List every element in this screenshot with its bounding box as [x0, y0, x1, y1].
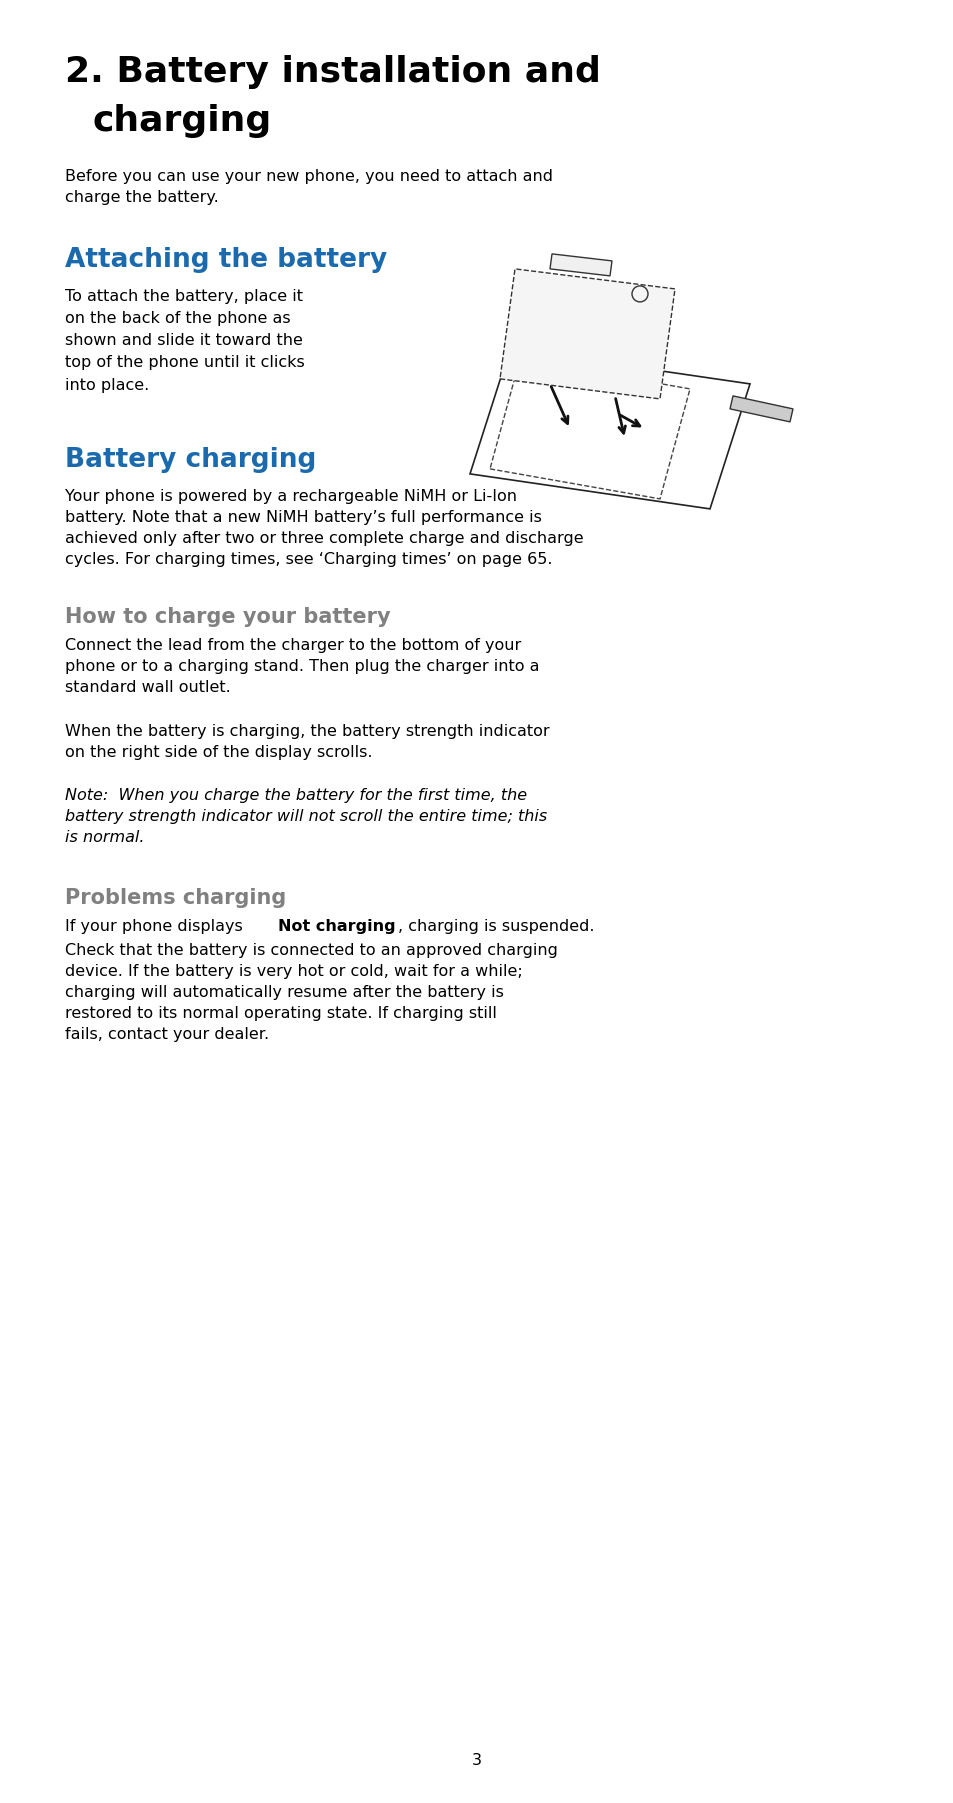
Text: Check that the battery is connected to an approved charging
device. If the batte: Check that the battery is connected to a…: [65, 943, 558, 1042]
Polygon shape: [729, 397, 792, 422]
Text: charging: charging: [92, 105, 272, 137]
Text: Connect the lead from the charger to the bottom of your
phone or to a charging s: Connect the lead from the charger to the…: [65, 638, 539, 694]
Polygon shape: [499, 269, 675, 398]
Text: To attach the battery, place it
on the back of the phone as
shown and slide it t: To attach the battery, place it on the b…: [65, 288, 304, 393]
Text: 3: 3: [472, 1753, 481, 1769]
Text: When the battery is charging, the battery strength indicator
on the right side o: When the battery is charging, the batter…: [65, 723, 549, 759]
Text: How to charge your battery: How to charge your battery: [65, 608, 390, 627]
Polygon shape: [550, 254, 612, 276]
Text: If your phone displays: If your phone displays: [65, 920, 248, 934]
Text: Before you can use your new phone, you need to attach and
charge the battery.: Before you can use your new phone, you n…: [65, 169, 553, 206]
Text: Your phone is powered by a rechargeable NiMH or Li-Ion
battery. Note that a new : Your phone is powered by a rechargeable …: [65, 489, 583, 566]
Text: Not charging: Not charging: [277, 920, 395, 934]
Text: 2. Battery installation and: 2. Battery installation and: [65, 56, 600, 88]
Text: Problems charging: Problems charging: [65, 887, 286, 907]
Text: Battery charging: Battery charging: [65, 447, 316, 472]
Text: Note:  When you charge the battery for the first time, the
battery strength indi: Note: When you charge the battery for th…: [65, 788, 547, 846]
Text: , charging is suspended.: , charging is suspended.: [397, 920, 594, 934]
Text: Attaching the battery: Attaching the battery: [65, 247, 387, 272]
